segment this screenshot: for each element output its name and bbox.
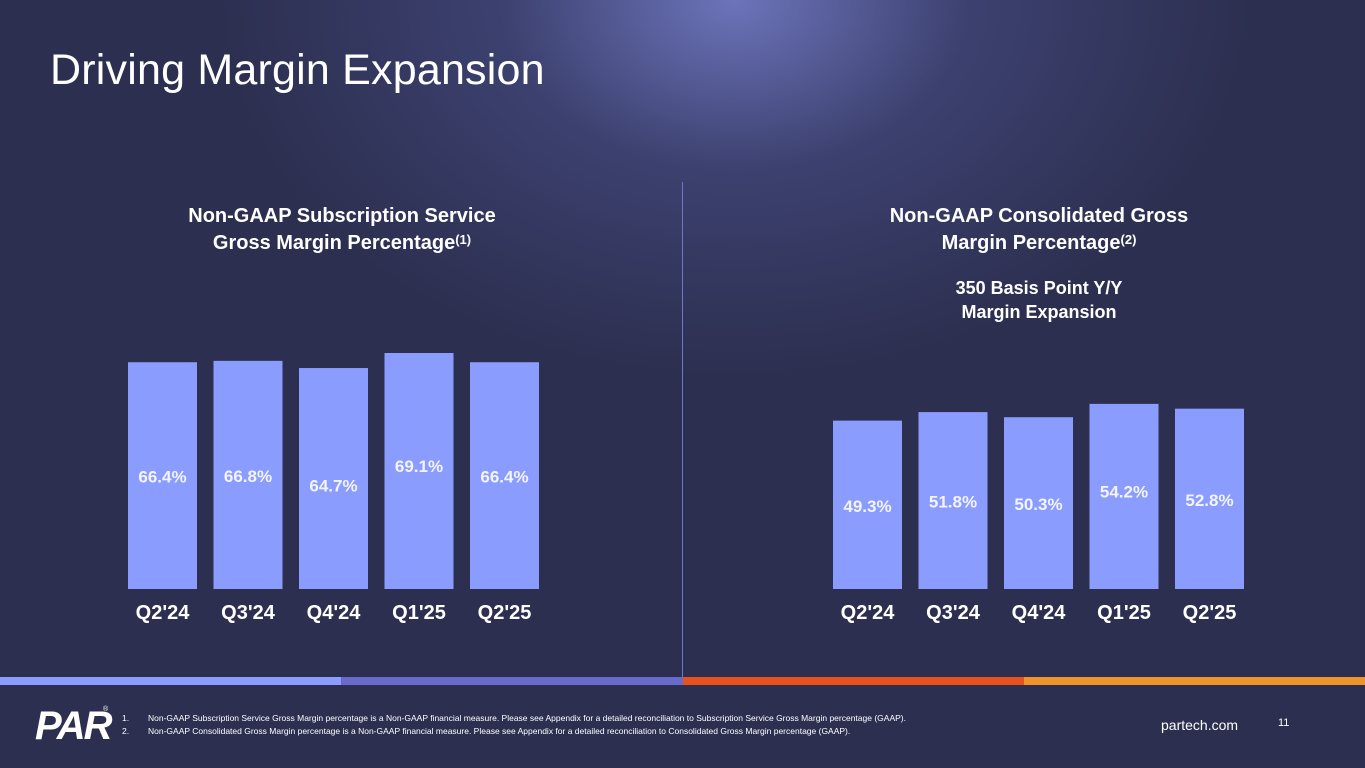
- chart-1-category-label-4: Q1'25: [392, 602, 446, 624]
- chart-2-title: Non-GAAP Consolidated Gross Margin Perce…: [789, 203, 1289, 257]
- chart-2-title-line2: Margin Percentage(2): [789, 230, 1289, 257]
- chart-1-title: Non-GAAP Subscription Service Gross Marg…: [92, 203, 592, 257]
- page-number: 11: [1278, 717, 1290, 729]
- par-logo: PAR: [35, 704, 112, 748]
- chart-1-title-line2: Gross Margin Percentage(1): [92, 230, 592, 257]
- chart-1-value-label-2: 66.8%: [224, 467, 272, 486]
- chart-2-value-label-3: 50.3%: [1014, 495, 1062, 514]
- chart-2-bar-2: [918, 412, 988, 589]
- footnote-2-number: 2.: [122, 726, 130, 736]
- chart-2-value-label-1: 49.3%: [843, 497, 891, 516]
- chart-1-category-label-2: Q3'24: [221, 602, 276, 624]
- chart-2-category-label-3: Q4'24: [1012, 602, 1067, 624]
- footnote-2: 2. Non-GAAP Consolidated Gross Margin pe…: [122, 725, 906, 738]
- chart-1-bar-4: [384, 353, 454, 589]
- chart-1-category-label-5: Q2'25: [478, 602, 532, 624]
- chart-1-title-line1: Non-GAAP Subscription Service: [188, 205, 496, 227]
- chart-2-subtitle-line2: Margin Expansion: [961, 302, 1117, 322]
- chart-2-bars: 49.3% Q2'24 51.8% Q3'24 50.3% Q4'24 54.2% Q1'25…: [833, 403, 1244, 624]
- chart-2-value-label-2: 51.8%: [929, 493, 977, 512]
- website-link[interactable]: partech.com: [1161, 717, 1239, 733]
- chart-2-category-label-4: Q1'25: [1097, 602, 1151, 624]
- footnote-1-number: 1.: [122, 713, 130, 723]
- chart-1-bar-5: [470, 362, 539, 589]
- chart-1-value-label-5: 66.4%: [480, 468, 528, 487]
- chart-2-category-label-1: Q2'24: [841, 602, 896, 624]
- chart-2-footnote-ref: (2): [1120, 232, 1137, 247]
- strip-segment-4: [1023, 677, 1365, 685]
- chart-2-bar-4: [1089, 403, 1159, 589]
- chart-1-category-label-3: Q4'24: [307, 602, 362, 624]
- chart-divider: [682, 182, 683, 677]
- strip-segment-1: [0, 677, 342, 685]
- chart-2-bar-3: [1004, 417, 1073, 589]
- strip-segment-3: [682, 677, 1024, 685]
- chart-2-subtitle-line1: 350 Basis Point Y/Y: [955, 278, 1123, 298]
- footnote-1: 1. Non-GAAP Subscription Service Gross M…: [122, 712, 906, 725]
- chart-1-footnote-ref: (1): [455, 232, 472, 247]
- color-strip: [0, 677, 1365, 685]
- chart-1-bar-3: [299, 368, 368, 589]
- chart-2-bar-1: [833, 420, 902, 589]
- chart-1-category-label-1: Q2'24: [136, 602, 191, 624]
- chart-2-category-label-5: Q2'25: [1183, 602, 1237, 624]
- chart-1-bar-1: [128, 362, 197, 589]
- chart-1-bars: 66.4% Q2'24 66.8% Q3'24 64.7% Q4'24 69.1% Q1'25…: [128, 353, 539, 624]
- page-title: Driving Margin Expansion: [50, 46, 545, 94]
- footnotes: 1. Non-GAAP Subscription Service Gross M…: [122, 712, 906, 738]
- chart-2-title-line1: Non-GAAP Consolidated Gross: [889, 205, 1189, 227]
- footnote-1-text: Non-GAAP Subscription Service Gross Marg…: [148, 713, 906, 723]
- chart-2-value-label-4: 54.2%: [1100, 482, 1148, 501]
- footnote-2-text: Non-GAAP Consolidated Gross Margin perce…: [148, 726, 851, 736]
- chart-1-bar-2: [213, 360, 283, 589]
- chart-1-value-label-1: 66.4%: [138, 468, 186, 487]
- chart-1-title-line2-text: Gross Margin Percentage: [212, 232, 456, 254]
- chart-2-bar-5: [1175, 408, 1244, 589]
- chart-1-value-label-3: 64.7%: [309, 477, 357, 496]
- chart-2-title-line2-text: Margin Percentage: [941, 232, 1121, 254]
- registered-mark: ®: [103, 706, 109, 713]
- strip-segment-2: [341, 677, 683, 685]
- chart-2-value-label-5: 52.8%: [1185, 491, 1233, 510]
- chart-1-value-label-4: 69.1%: [395, 457, 443, 476]
- chart-2-category-label-2: Q3'24: [926, 602, 981, 624]
- chart-2-subtitle: 350 Basis Point Y/Y Margin Expansion: [839, 276, 1239, 324]
